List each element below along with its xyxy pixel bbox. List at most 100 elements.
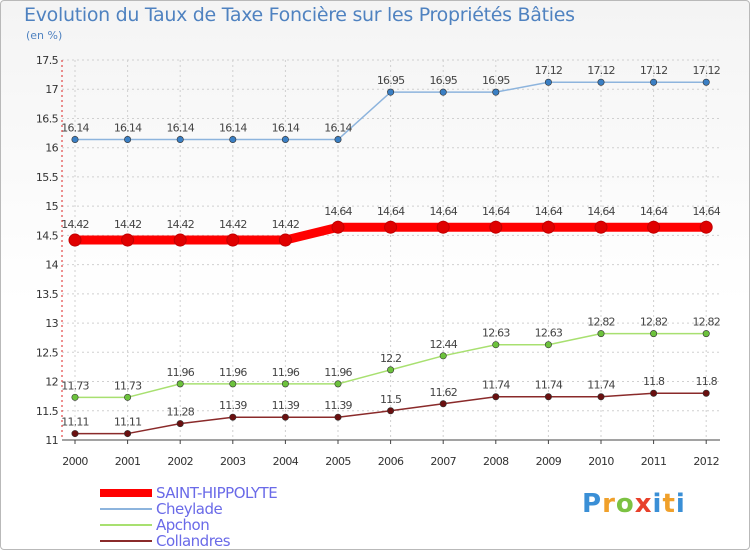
data-point	[647, 220, 661, 234]
y-tick-label: 15.5	[36, 171, 59, 184]
data-point	[699, 220, 713, 234]
data-label: 17.12	[535, 64, 563, 77]
x-tick-label: 2003	[220, 455, 246, 468]
data-point	[594, 220, 608, 234]
data-label: 11.96	[166, 366, 194, 379]
data-point	[597, 393, 605, 401]
data-point	[492, 341, 500, 349]
data-label: 14.64	[429, 205, 457, 218]
data-point	[544, 78, 552, 86]
data-label: 17.12	[640, 64, 668, 77]
data-point	[650, 330, 658, 338]
data-point	[71, 393, 79, 401]
data-label: 11.8	[643, 375, 665, 388]
data-point	[702, 389, 710, 397]
x-tick-label: 2009	[536, 455, 562, 468]
y-tick-label: 12	[45, 376, 58, 389]
data-label: 11.74	[535, 379, 563, 392]
x-tick-label: 2004	[273, 455, 299, 468]
data-label: 11.39	[219, 399, 247, 412]
data-label: 14.42	[114, 218, 142, 231]
data-label: 14.64	[692, 205, 720, 218]
y-tick-label: 17	[45, 83, 58, 96]
data-label: 11.96	[219, 366, 247, 379]
data-point	[492, 393, 500, 401]
data-label: 14.64	[377, 205, 405, 218]
data-point	[281, 380, 289, 388]
data-label: 11.11	[61, 416, 89, 429]
data-label: 16.95	[377, 74, 405, 87]
data-label: 14.42	[166, 218, 194, 231]
data-point	[702, 78, 710, 86]
legend-label: SAINT-HIPPOLYTE	[156, 484, 277, 502]
data-label: 12.82	[640, 316, 668, 329]
data-label: 16.95	[482, 74, 510, 87]
data-point	[439, 352, 447, 360]
data-label: 11.5	[380, 393, 402, 406]
x-tick-label: 2007	[430, 455, 456, 468]
data-point	[331, 220, 345, 234]
data-point	[176, 420, 184, 428]
proxiti-logo: Proxiti	[582, 489, 686, 519]
data-point	[384, 220, 398, 234]
data-label: 16.14	[324, 122, 352, 135]
y-tick-label: 17.5	[36, 54, 59, 67]
data-point	[71, 136, 79, 144]
data-label: 12.82	[587, 316, 615, 329]
data-label: 11.11	[114, 416, 142, 429]
data-label: 17.12	[692, 64, 720, 77]
data-point	[281, 136, 289, 144]
data-point	[71, 430, 79, 438]
data-label: 16.14	[61, 122, 89, 135]
data-point	[121, 233, 135, 247]
data-point	[544, 393, 552, 401]
data-point	[702, 330, 710, 338]
x-tick-label: 2012	[693, 455, 719, 468]
data-point	[387, 366, 395, 374]
data-label: 12.2	[380, 352, 401, 365]
data-point	[176, 380, 184, 388]
data-label: 14.42	[219, 218, 247, 231]
y-tick-label: 11	[45, 434, 58, 447]
chart-title: Evolution du Taux de Taxe Foncière sur l…	[24, 4, 575, 26]
data-point	[124, 430, 132, 438]
y-tick-label: 13	[45, 317, 58, 330]
legend-label: Cheylade	[156, 500, 222, 518]
x-tick-label: 2002	[167, 455, 193, 468]
data-label: 16.95	[429, 74, 457, 87]
data-point	[597, 330, 605, 338]
data-point	[387, 407, 395, 415]
data-label: 11.96	[324, 366, 352, 379]
data-label: 11.74	[482, 379, 510, 392]
data-label: 17.12	[587, 64, 615, 77]
data-point	[229, 413, 237, 421]
data-point	[226, 233, 240, 247]
data-label: 14.64	[535, 205, 563, 218]
x-tick-label: 2011	[641, 455, 667, 468]
data-label: 12.63	[535, 327, 563, 340]
data-point	[650, 389, 658, 397]
data-point	[334, 136, 342, 144]
y-tick-label: 11.5	[36, 405, 59, 418]
data-label: 16.14	[219, 122, 247, 135]
data-point	[597, 78, 605, 86]
data-label: 14.64	[587, 205, 615, 218]
x-tick-label: 2001	[115, 455, 141, 468]
data-point	[650, 78, 658, 86]
data-label: 11.8	[696, 375, 718, 388]
data-label: 14.64	[482, 205, 510, 218]
data-point	[124, 136, 132, 144]
data-label: 11.96	[272, 366, 300, 379]
data-point	[387, 88, 395, 96]
x-tick-label: 2010	[588, 455, 614, 468]
x-tick-label: 2006	[378, 455, 404, 468]
y-tick-label: 16	[45, 142, 58, 155]
data-point	[439, 400, 447, 408]
data-point	[278, 233, 292, 247]
y-tick-label: 13.5	[36, 288, 59, 301]
data-point	[489, 220, 503, 234]
data-label: 11.28	[166, 406, 194, 419]
data-point	[334, 380, 342, 388]
data-point	[229, 380, 237, 388]
